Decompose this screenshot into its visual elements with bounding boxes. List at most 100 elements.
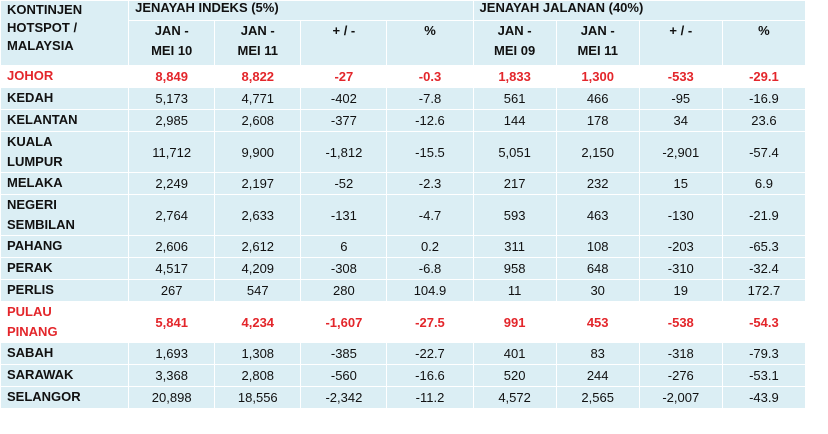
cell: -32.4 (721, 257, 807, 280)
cell: 4,234 (214, 301, 302, 343)
column-header: + / - (300, 20, 388, 66)
region-name-text: MELAKA (7, 175, 63, 190)
column-header-text: JAN - MEI 09 (494, 23, 536, 58)
data-row: SARAWAK 3,368 2,808 -560 -16.6 520 244 -276 -53.… (0, 364, 807, 387)
cell: -1,607 (300, 301, 388, 343)
cell: -318 (638, 342, 723, 365)
cell: -65.3 (721, 235, 807, 258)
region-name: PULAU PINANG (0, 301, 130, 343)
cell: 2,608 (214, 109, 302, 132)
cell: 593 (472, 194, 557, 236)
cell: 20,898 (128, 386, 216, 409)
column-header-text: JAN - MEI 10 (151, 23, 193, 58)
data-row: PERAK 4,517 4,209 -308 -6.8 958 648 -310 -32.4 (0, 257, 807, 280)
cell: -43.9 (721, 386, 807, 409)
cell: -533 (638, 65, 723, 88)
cell: -2.3 (386, 172, 474, 195)
cell: 2,612 (214, 235, 302, 258)
cell: 4,771 (214, 87, 302, 110)
region-name-text: PERAK (7, 260, 53, 275)
cell: -2,342 (300, 386, 388, 409)
cell: 2,808 (214, 364, 302, 387)
cell: 8,822 (214, 65, 302, 88)
region-name: PERAK (0, 257, 130, 280)
cell: 2,985 (128, 109, 216, 132)
cell: -310 (638, 257, 723, 280)
cell: -15.5 (386, 131, 474, 173)
cell: 18,556 (214, 386, 302, 409)
region-name: SELANGOR (0, 386, 130, 409)
cell: 401 (472, 342, 557, 365)
cell: 958 (472, 257, 557, 280)
cell: 1,833 (472, 65, 557, 88)
cell: -385 (300, 342, 388, 365)
cell: 0.2 (386, 235, 474, 258)
column-header-text: JAN - MEI 11 (237, 23, 279, 58)
cell: -203 (638, 235, 723, 258)
cell: 11 (472, 279, 557, 302)
cell: 2,197 (214, 172, 302, 195)
cell: 83 (555, 342, 640, 365)
corner-header: KONTINJEN HOTSPOT / MALAYSIA (0, 0, 130, 66)
crime-table: KONTINJEN HOTSPOT / MALAYSIA JENAYAH IND… (0, 0, 807, 409)
cell: -53.1 (721, 364, 807, 387)
cell: 3,368 (128, 364, 216, 387)
cell: 4,209 (214, 257, 302, 280)
cell: -1,812 (300, 131, 388, 173)
cell: 23.6 (721, 109, 807, 132)
region-name: JOHOR (0, 65, 130, 88)
region-name-text: PERLIS (7, 282, 54, 297)
cell: 8,849 (128, 65, 216, 88)
cell: -79.3 (721, 342, 807, 365)
data-row: KUALA LUMPUR 11,712 9,900 -1,812 -15.5 5,051 2… (0, 131, 807, 173)
region-name-text: SELANGOR (7, 389, 81, 404)
cell: 11,712 (128, 131, 216, 173)
cell: 244 (555, 364, 640, 387)
cell: -2,901 (638, 131, 723, 173)
cell: 648 (555, 257, 640, 280)
column-header: JAN - MEI 11 (555, 20, 640, 66)
data-row: SABAH 1,693 1,308 -385 -22.7 401 83 -318 -79.3 (0, 342, 807, 365)
column-header: % (721, 20, 807, 66)
data-row: SELANGOR 20,898 18,556 -2,342 -11.2 4,572 2,56… (0, 386, 807, 409)
column-header-text: % (424, 23, 436, 38)
cell: 5,173 (128, 87, 216, 110)
region-name: SARAWAK (0, 364, 130, 387)
cell: 172.7 (721, 279, 807, 302)
cell: 1,308 (214, 342, 302, 365)
column-header: JAN - MEI 09 (472, 20, 557, 66)
region-name-text: JOHOR (7, 68, 54, 83)
column-header-text: % (758, 23, 770, 38)
cell: -11.2 (386, 386, 474, 409)
cell: -560 (300, 364, 388, 387)
cell: 232 (555, 172, 640, 195)
cell: 108 (555, 235, 640, 258)
cell: 1,693 (128, 342, 216, 365)
cell: 280 (300, 279, 388, 302)
cell: 15 (638, 172, 723, 195)
region-name: NEGERI SEMBILAN (0, 194, 130, 236)
region-name: KUALA LUMPUR (0, 131, 130, 173)
column-header: + / - (638, 20, 723, 66)
cell: -538 (638, 301, 723, 343)
cell: 2,606 (128, 235, 216, 258)
cell: -57.4 (721, 131, 807, 173)
cell: -22.7 (386, 342, 474, 365)
column-header: JAN - MEI 11 (214, 20, 302, 66)
cell: 4,572 (472, 386, 557, 409)
column-header-text: + / - (669, 23, 693, 38)
cell: -12.6 (386, 109, 474, 132)
cell: 6.9 (721, 172, 807, 195)
cell: 2,249 (128, 172, 216, 195)
column-header: JAN - MEI 10 (128, 20, 216, 66)
region-name-text: NEGERI SEMBILAN (7, 197, 75, 232)
cell: -54.3 (721, 301, 807, 343)
region-name-text: KUALA LUMPUR (7, 134, 63, 169)
cell: -2,007 (638, 386, 723, 409)
cell: -4.7 (386, 194, 474, 236)
header-row: KONTINJEN HOTSPOT / MALAYSIA JENAYAH IND… (0, 0, 807, 66)
cell: -21.9 (721, 194, 807, 236)
cell: 2,150 (555, 131, 640, 173)
region-name: KEDAH (0, 87, 130, 110)
region-name: KELANTAN (0, 109, 130, 132)
